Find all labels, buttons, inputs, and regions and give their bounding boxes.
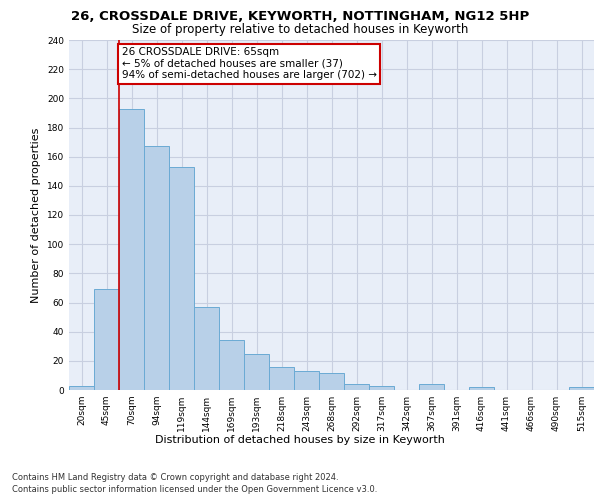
Bar: [344, 384, 369, 390]
Text: 26 CROSSDALE DRIVE: 65sqm
← 5% of detached houses are smaller (37)
94% of semi-d: 26 CROSSDALE DRIVE: 65sqm ← 5% of detach…: [121, 48, 377, 80]
Y-axis label: Number of detached properties: Number of detached properties: [31, 128, 41, 302]
Text: Contains HM Land Registry data © Crown copyright and database right 2024.: Contains HM Land Registry data © Crown c…: [12, 472, 338, 482]
Text: 26, CROSSDALE DRIVE, KEYWORTH, NOTTINGHAM, NG12 5HP: 26, CROSSDALE DRIVE, KEYWORTH, NOTTINGHA…: [71, 10, 529, 23]
Text: Size of property relative to detached houses in Keyworth: Size of property relative to detached ho…: [132, 22, 468, 36]
Bar: [194, 307, 219, 390]
Bar: [94, 290, 119, 390]
Bar: [269, 366, 294, 390]
Bar: [144, 146, 169, 390]
Bar: [219, 340, 244, 390]
Bar: [469, 387, 494, 390]
Bar: [569, 387, 594, 390]
Bar: [119, 108, 144, 390]
Text: Contains public sector information licensed under the Open Government Licence v3: Contains public sector information licen…: [12, 485, 377, 494]
Bar: [169, 167, 194, 390]
Bar: [294, 371, 319, 390]
Bar: [244, 354, 269, 390]
Bar: [69, 386, 94, 390]
Bar: [419, 384, 444, 390]
Bar: [369, 386, 394, 390]
Text: Distribution of detached houses by size in Keyworth: Distribution of detached houses by size …: [155, 435, 445, 445]
Bar: [319, 372, 344, 390]
